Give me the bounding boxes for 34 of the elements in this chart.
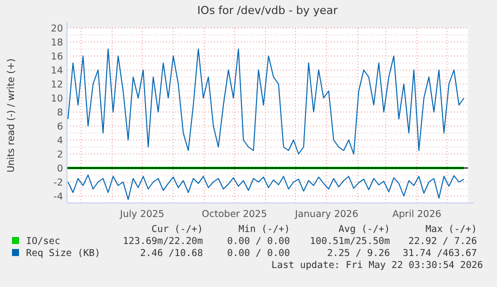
y-tick-label: 18 [50,37,63,48]
y-axis-title: Units read (-) / write (+) [6,58,17,173]
text: Cur (-/+) [152,224,203,235]
text: Max (-/+) [426,224,477,235]
y-tick-label: 2 [56,149,63,160]
text: 0.00 / 0.00 [227,248,290,259]
x-tick-label: January 2026 [294,209,358,220]
text: 100.51m/25.50m [310,236,390,247]
text: 123.69m/22.20m [122,236,204,247]
text: 2.25 / 9.26 [327,248,390,259]
text: Avg (-/+) [338,224,390,235]
y-tick-label: 4 [56,135,63,146]
legend-label: IO/sec [26,236,60,247]
text: 22.92 / 7.26 [408,236,478,247]
y-tick-label: -2 [54,177,63,188]
x-tick-label: July 2025 [119,209,164,220]
text: Last update: Fri May 22 03:30:54 2026 [271,260,484,271]
y-tick-label: 6 [56,121,63,132]
text: Min (-/+) [238,224,290,235]
text: 0.00 / 0.00 [227,236,290,247]
chart-title: IOs for /dev/vdb - by year [197,4,338,17]
y-tick-label: 12 [50,79,63,90]
y-tick-label: 10 [50,93,63,104]
legend-label: Req Size (KB) [26,248,100,259]
y-tick-label: -4 [54,191,63,202]
x-tick-label: October 2025 [202,209,268,220]
y-tick-label: 20 [50,23,63,34]
text: 2.46 /10.68 [140,248,204,259]
y-tick-label: 8 [56,107,63,118]
x-tick-label: April 2026 [392,209,442,220]
text: 31.74 /463.67 [402,248,477,259]
y-tick-label: 16 [50,51,63,62]
y-tick-label: 0 [56,163,63,174]
y-tick-label: 14 [50,65,63,76]
